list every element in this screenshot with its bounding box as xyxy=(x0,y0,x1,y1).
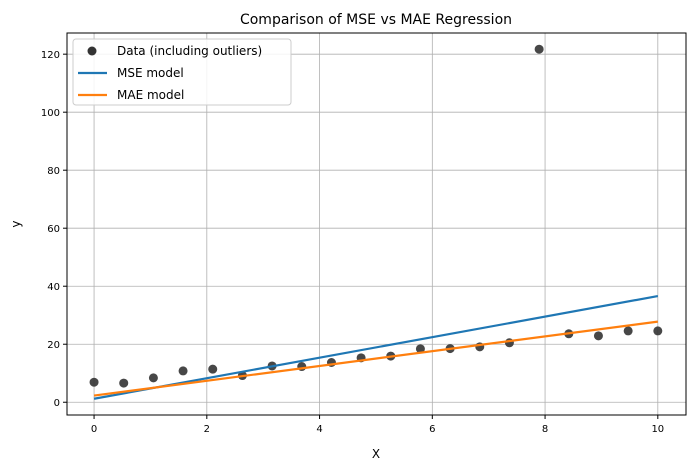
series-line-mse-model xyxy=(93,294,659,400)
x-tick-label: 6 xyxy=(429,424,435,435)
data-point xyxy=(593,331,603,341)
data-point xyxy=(623,326,633,336)
y-tick-label: 20 xyxy=(47,340,60,351)
x-tick-label: 10 xyxy=(651,424,664,435)
plot-frame xyxy=(66,32,687,416)
data-point xyxy=(89,377,99,387)
data-point xyxy=(148,373,158,383)
grid xyxy=(67,33,686,415)
data-point xyxy=(208,364,218,374)
y-tick-label: 40 xyxy=(47,282,60,293)
legend: Data (including outliers) MSE model MAE mo… xyxy=(72,38,292,106)
y-tick-label: 0 xyxy=(54,398,60,409)
y-tick-label: 80 xyxy=(47,166,60,177)
legend-box xyxy=(72,38,292,106)
chart-title: Comparison of MSE vs MAE Regression xyxy=(240,12,512,28)
data-point xyxy=(119,378,129,388)
x-tick-label: 2 xyxy=(204,424,210,435)
data-point xyxy=(415,344,425,354)
legend-label: MSE model xyxy=(117,66,184,80)
marks xyxy=(89,44,663,400)
x-tick-label: 0 xyxy=(91,424,97,435)
data-point xyxy=(653,326,663,336)
x-tick-label: 8 xyxy=(542,424,548,435)
legend-marker-scatter xyxy=(87,46,97,56)
y-tick-label: 120 xyxy=(41,50,60,61)
data-point xyxy=(534,44,544,54)
series-line-mae-model xyxy=(93,320,658,397)
x-tick-label: 4 xyxy=(316,424,322,435)
y-tick-label: 100 xyxy=(41,108,60,119)
x-axis-label: X xyxy=(372,447,380,461)
y-tick-label: 60 xyxy=(47,224,60,235)
legend-label: MAE model xyxy=(117,88,184,102)
y-axis-label: y xyxy=(9,220,23,227)
data-point xyxy=(178,366,188,376)
legend-label: Data (including outliers) xyxy=(117,44,262,58)
